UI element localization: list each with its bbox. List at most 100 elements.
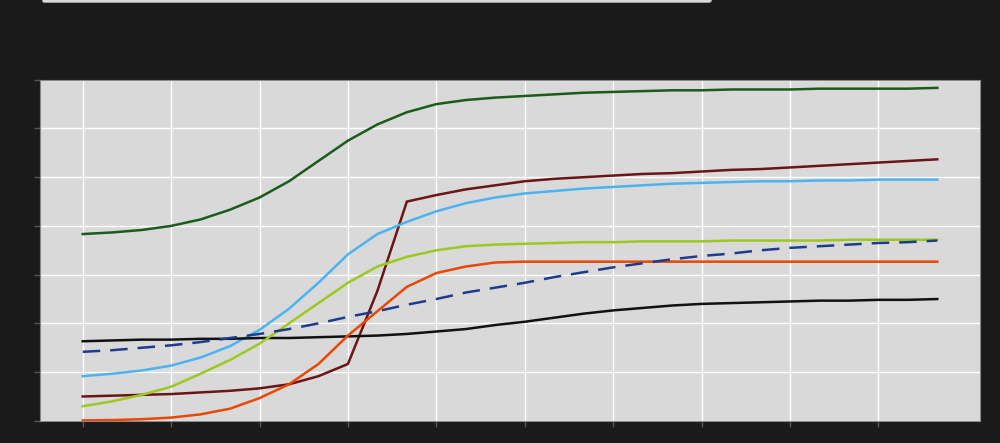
New Zealand: [754, 87, 766, 92]
Mexico: [195, 371, 207, 377]
OECD: [401, 302, 413, 307]
Brazil: [460, 187, 472, 192]
New Zealand: [872, 86, 884, 91]
Indonesia: [165, 337, 177, 342]
France: [519, 191, 531, 196]
Indonesia: [578, 311, 590, 316]
Indonesia: [106, 338, 118, 343]
France: [666, 181, 678, 187]
New Zealand: [519, 93, 531, 99]
OECD: [784, 245, 796, 251]
New Zealand: [430, 101, 442, 107]
Indonesia: [224, 336, 236, 342]
Brazil: [489, 183, 501, 188]
OECD: [430, 296, 442, 302]
Indonesia: [872, 297, 884, 303]
Indonesia: [342, 334, 354, 339]
OECD: [607, 265, 619, 270]
Mexico: [607, 240, 619, 245]
Line: Indonesia: Indonesia: [83, 299, 937, 341]
Indonesia: [902, 297, 914, 303]
Indonesia: [637, 305, 649, 311]
Brazil: [813, 163, 825, 168]
Indonesia: [696, 301, 708, 307]
Mexico: [312, 300, 324, 306]
Line: France: France: [83, 180, 937, 376]
New Zealand: [77, 231, 89, 237]
Indonesia: [754, 299, 766, 305]
New Zealand: [283, 179, 295, 184]
France: [106, 371, 118, 377]
Indonesia: [77, 338, 89, 344]
New Zealand: [254, 195, 266, 200]
France: [401, 219, 413, 225]
Ireland: [607, 259, 619, 264]
New Zealand: [195, 217, 207, 222]
Indonesia: [666, 303, 678, 308]
New Zealand: [902, 86, 914, 91]
France: [872, 177, 884, 183]
Indonesia: [430, 329, 442, 334]
OECD: [106, 347, 118, 353]
Mexico: [371, 264, 383, 269]
France: [754, 179, 766, 184]
Ireland: [843, 259, 855, 264]
OECD: [342, 314, 354, 319]
Line: Ireland: Ireland: [83, 262, 937, 420]
Ireland: [872, 259, 884, 264]
Ireland: [666, 259, 678, 264]
Indonesia: [283, 335, 295, 341]
Legend: Brazil, France, Indonesia, Ireland, Mexico, New Zealand, OECD: Brazil, France, Indonesia, Ireland, Mexi…: [42, 0, 711, 2]
Brazil: [784, 165, 796, 170]
Mexico: [754, 238, 766, 243]
Mexico: [342, 280, 354, 285]
France: [813, 178, 825, 183]
OECD: [548, 275, 560, 280]
Ireland: [254, 396, 266, 401]
Mexico: [283, 321, 295, 326]
Indonesia: [931, 296, 943, 302]
Line: Brazil: Brazil: [83, 159, 937, 396]
OECD: [77, 349, 89, 354]
France: [548, 188, 560, 194]
Ireland: [578, 259, 590, 264]
Brazil: [312, 373, 324, 379]
Mexico: [784, 238, 796, 243]
New Zealand: [312, 158, 324, 163]
France: [136, 368, 148, 373]
Mexico: [430, 248, 442, 253]
Brazil: [754, 167, 766, 172]
Indonesia: [784, 299, 796, 304]
Ireland: [696, 259, 708, 264]
Ireland: [548, 259, 560, 264]
Brazil: [843, 162, 855, 167]
Indonesia: [489, 323, 501, 328]
Brazil: [902, 158, 914, 163]
New Zealand: [136, 227, 148, 233]
Mexico: [548, 241, 560, 246]
OECD: [754, 248, 766, 253]
Brazil: [371, 288, 383, 294]
New Zealand: [843, 86, 855, 91]
New Zealand: [548, 92, 560, 97]
Brazil: [578, 175, 590, 180]
New Zealand: [106, 230, 118, 235]
Indonesia: [813, 298, 825, 303]
Mexico: [224, 357, 236, 362]
France: [195, 355, 207, 360]
OECD: [195, 339, 207, 345]
Mexico: [165, 384, 177, 389]
Mexico: [843, 237, 855, 242]
Ireland: [371, 309, 383, 314]
Ireland: [519, 259, 531, 264]
France: [224, 343, 236, 349]
Brazil: [607, 173, 619, 178]
Ireland: [902, 259, 914, 264]
Mexico: [401, 254, 413, 260]
France: [371, 231, 383, 237]
Brazil: [224, 388, 236, 393]
Mexico: [902, 237, 914, 242]
Ireland: [401, 284, 413, 290]
Ireland: [136, 416, 148, 422]
OECD: [312, 321, 324, 326]
